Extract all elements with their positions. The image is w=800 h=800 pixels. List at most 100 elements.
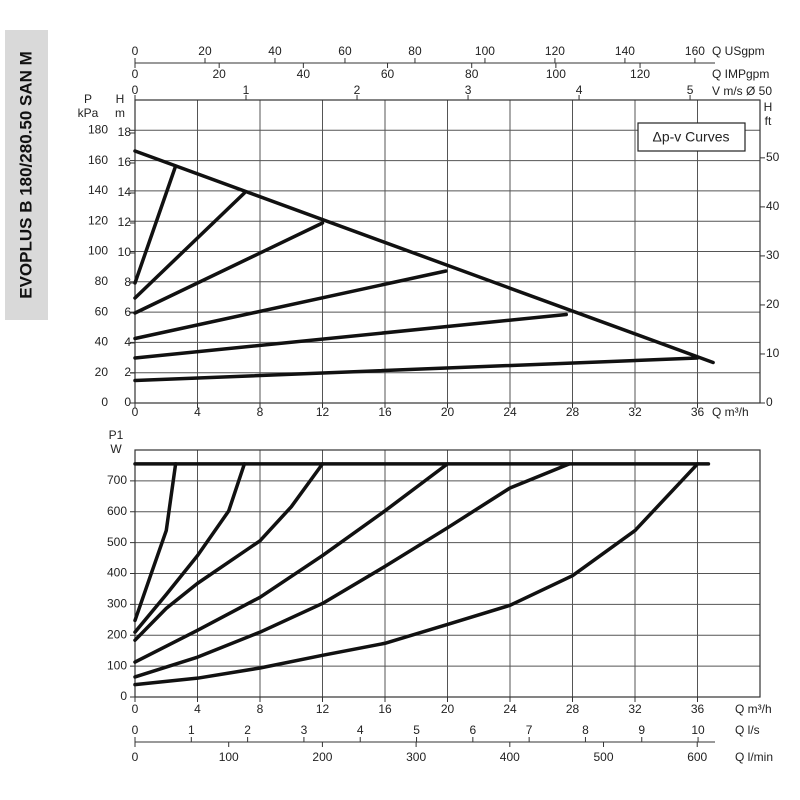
- x4-tick-label: 5: [687, 83, 694, 97]
- x-tick-label: 16: [378, 405, 392, 419]
- x-tick-label: 20: [441, 702, 455, 716]
- curve: [133, 149, 715, 365]
- x2-tick-label: 4: [357, 723, 364, 737]
- x3-axis-title: Q l/min: [735, 750, 773, 764]
- x4-tick-label: 1: [243, 83, 250, 97]
- x-tick-label: 16: [378, 702, 392, 716]
- x-tick-label: 12: [316, 702, 330, 716]
- x3-tick-label: 600: [687, 750, 707, 764]
- y-tick-label: 20: [95, 365, 109, 379]
- y-tick-label: 60: [95, 304, 109, 318]
- curve: [133, 221, 325, 315]
- y-tick-label: 500: [107, 535, 127, 549]
- side-title: EVOPLUS B 180/280.50 SAN M: [16, 51, 35, 299]
- curve: [133, 462, 325, 642]
- curve: [133, 462, 572, 679]
- x2-tick-label: 100: [475, 44, 495, 58]
- y2-tick-label: 2: [124, 365, 131, 379]
- x4-tick-label: 0: [132, 83, 139, 97]
- y2-tick-label: 6: [124, 305, 131, 319]
- y-tick-label: 140: [88, 183, 108, 197]
- x3-tick-label: 500: [594, 750, 614, 764]
- x-tick-label: 28: [566, 405, 580, 419]
- x2-tick-label: 1: [188, 723, 195, 737]
- x3-tick-label: 100: [546, 67, 566, 81]
- x2-axis-title: Q USgpm: [712, 44, 765, 58]
- x2-tick-label: 80: [408, 44, 422, 58]
- y-axis-title: kPa: [78, 106, 99, 120]
- y3-tick-label: 20: [766, 297, 780, 311]
- curve: [133, 462, 247, 634]
- x2-axis-title: Q l/s: [735, 723, 760, 737]
- y2-tick-label: 8: [124, 275, 131, 289]
- x-tick-label: 20: [441, 405, 455, 419]
- curve: [133, 164, 178, 285]
- x2-tick-label: 6: [469, 723, 476, 737]
- y-tick-label: 160: [88, 153, 108, 167]
- x3-axis-title: Q IMPgpm: [712, 67, 769, 81]
- y-tick-label: 600: [107, 504, 127, 518]
- y-tick-label: 180: [88, 122, 108, 136]
- y-tick-label: 120: [88, 213, 108, 227]
- x-tick-label: 0: [132, 702, 139, 716]
- x2-tick-label: 2: [244, 723, 251, 737]
- x-tick-label: 28: [566, 702, 580, 716]
- curve: [133, 191, 247, 300]
- x3-tick-label: 120: [630, 67, 650, 81]
- x3-tick-label: 0: [132, 67, 139, 81]
- y3-axis-title: H: [764, 100, 773, 114]
- x2-tick-label: 0: [132, 44, 139, 58]
- x-tick-label: 24: [503, 405, 517, 419]
- x-axis-title: Q m³/h: [712, 405, 749, 419]
- x2-tick-label: 120: [545, 44, 565, 58]
- y2-axis-title: H: [116, 92, 125, 106]
- y-tick-label: 100: [88, 244, 108, 258]
- x3-tick-label: 80: [465, 67, 479, 81]
- y-tick-label: 100: [107, 658, 127, 672]
- y-tick-label: 80: [95, 274, 109, 288]
- y2-tick-label: 0: [124, 395, 131, 409]
- y-tick-label: 700: [107, 473, 127, 487]
- x2-tick-label: 160: [685, 44, 705, 58]
- y2-tick-label: 14: [118, 185, 132, 199]
- y3-tick-label: 30: [766, 248, 780, 262]
- curve: [133, 269, 448, 341]
- y3-tick-label: 0: [766, 395, 773, 409]
- x3-tick-label: 0: [132, 750, 139, 764]
- x2-tick-label: 140: [615, 44, 635, 58]
- curve: [133, 312, 568, 360]
- y3-tick-label: 40: [766, 199, 780, 213]
- y-tick-label: 40: [95, 335, 109, 349]
- x-tick-label: 36: [691, 405, 705, 419]
- y-tick-label: 0: [120, 689, 127, 703]
- y-axis-title: W: [110, 442, 122, 456]
- y-tick-label: 200: [107, 627, 127, 641]
- y-tick-label: 0: [101, 395, 108, 409]
- x-tick-label: 0: [132, 405, 139, 419]
- x-tick-label: 4: [194, 405, 201, 419]
- y3-axis-title: ft: [765, 114, 772, 128]
- x3-tick-label: 40: [297, 67, 311, 81]
- y2-tick-label: 4: [124, 335, 131, 349]
- x-tick-label: 8: [257, 702, 264, 716]
- curve: [133, 462, 178, 623]
- y2-tick-label: 18: [118, 125, 132, 139]
- x2-tick-label: 5: [413, 723, 420, 737]
- x3-tick-label: 60: [381, 67, 395, 81]
- x-axis-title: Q m³/h: [735, 702, 772, 716]
- y2-axis-title: m: [115, 106, 125, 120]
- x2-tick-label: 3: [301, 723, 308, 737]
- y-tick-label: 300: [107, 597, 127, 611]
- curve: [133, 462, 450, 664]
- x4-axis-title: V m/s Ø 50: [712, 84, 772, 98]
- x3-tick-label: 400: [500, 750, 520, 764]
- curve: [133, 462, 700, 687]
- x2-tick-label: 8: [582, 723, 589, 737]
- x4-tick-label: 3: [465, 83, 472, 97]
- y2-tick-label: 10: [118, 245, 132, 259]
- y3-tick-label: 10: [766, 346, 780, 360]
- x3-tick-label: 300: [406, 750, 426, 764]
- x4-tick-label: 4: [576, 83, 583, 97]
- y3-tick-label: 50: [766, 150, 780, 164]
